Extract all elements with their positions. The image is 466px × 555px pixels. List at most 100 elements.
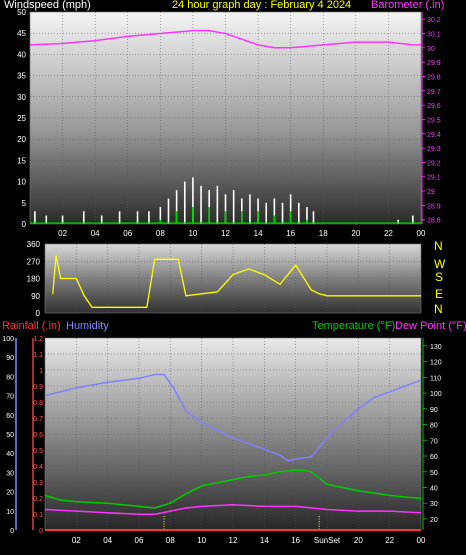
temp-x-tick: 02: [72, 536, 81, 545]
temp-x-tick: 08: [166, 536, 175, 545]
temp-x-tick: 22: [385, 536, 394, 545]
wind-x-tick: 08: [156, 229, 165, 238]
baro-y-tick: 29.7: [427, 89, 441, 96]
rain-y-tick: 0.9: [33, 384, 43, 391]
humidity-y-tick: 100: [2, 336, 14, 343]
wind-y-tick: 20: [17, 135, 26, 144]
temp-y-tick: 120: [430, 360, 442, 367]
rain-y-tick: 0.6: [33, 432, 43, 439]
temp-y-tick: 60: [430, 454, 438, 461]
direction-label-n-bottom: N: [434, 302, 443, 316]
direction-panel-bg: [44, 243, 422, 314]
wind-y-tick: 40: [17, 50, 26, 59]
baro-y-tick: 29.8: [427, 74, 441, 81]
temp-y-tick: 20: [430, 517, 438, 524]
humidity-y-tick: 80: [6, 374, 14, 381]
wind-x-tick: 12: [221, 229, 230, 238]
humidity-axis-title: Humidity: [66, 320, 109, 332]
rain-y-tick: 0.1: [33, 512, 43, 519]
temp-x-tick: 10: [197, 536, 206, 545]
temperature-axis-title: Temperature (°F): [312, 320, 396, 332]
baro-y-tick: 29.5: [427, 117, 441, 124]
wind-y-tick: 50: [17, 8, 26, 17]
rainfall-axis-title: Rainfall (.in): [2, 320, 61, 332]
humidity-y-tick: 40: [6, 451, 14, 458]
wind-y-tick: 30: [17, 93, 26, 102]
temp-x-tick: 20: [354, 536, 363, 545]
baro-y-tick: 29.1: [427, 175, 441, 182]
rain-y-tick: 0.8: [33, 400, 43, 407]
baro-y-tick: 29.2: [427, 160, 441, 167]
dewpoint-line: [44, 504, 422, 516]
direction-label-w: W: [434, 257, 446, 271]
temp-y-tick: 40: [430, 486, 438, 493]
temp-x-tick: 00: [417, 536, 426, 545]
humidity-y-tick: 70: [6, 394, 14, 401]
wind-y-tick: 35: [17, 72, 26, 81]
barometer-axis-title: Barometer (.in): [371, 0, 445, 11]
baro-y-tick: 28.9: [427, 203, 441, 210]
wind-y-tick: 5: [22, 199, 27, 208]
temp-y-tick: 50: [430, 470, 438, 477]
humidity-y-tick: 0: [10, 528, 14, 535]
direction-y-tick: 90: [31, 292, 40, 301]
chart-title: 24 hour graph day : February 4 2024: [172, 0, 352, 11]
temp-y-tick: 90: [430, 407, 438, 414]
humidity-y-tick: 50: [6, 432, 14, 439]
baro-y-tick: 29.9: [427, 60, 441, 67]
wind-x-tick: 22: [384, 229, 393, 238]
baro-y-tick: 30: [427, 46, 435, 53]
direction-y-tick: 270: [27, 257, 41, 266]
temp-x-tick: 12: [229, 536, 238, 545]
temp-x-tick: 04: [103, 536, 112, 545]
wind-x-tick: 06: [123, 229, 132, 238]
wind-x-tick: 02: [58, 229, 67, 238]
wind-y-tick: 10: [17, 178, 26, 187]
rain-y-tick: 0.4: [33, 464, 43, 471]
humidity-line: [44, 373, 422, 462]
direction-y-tick: 0: [36, 309, 41, 318]
temp-y-tick: 80: [430, 423, 438, 430]
humidity-y-tick: 20: [6, 490, 14, 497]
rain-y-tick: 1: [39, 368, 43, 375]
temp-x-tick: 16: [291, 536, 300, 545]
humidity-y-tick: 60: [6, 413, 14, 420]
temp-y-tick: 100: [430, 391, 442, 398]
wind-x-tick: 10: [188, 229, 197, 238]
temp-x-tick: SunSet: [314, 536, 341, 545]
temp-y-tick: 130: [430, 344, 442, 351]
wind-x-tick: 16: [286, 229, 295, 238]
dewpoint-axis-title: Dew Point (°F): [395, 320, 466, 332]
humidity-y-tick: 90: [6, 355, 14, 362]
temp-x-tick: 14: [260, 536, 269, 545]
wind-x-tick: 04: [91, 229, 100, 238]
wind-x-tick: 20: [351, 229, 360, 238]
wind-y-tick: 15: [17, 156, 26, 165]
rain-y-tick: 0.3: [33, 480, 43, 487]
direction-y-tick: 360: [27, 240, 41, 249]
rain-y-tick: 1.2: [33, 336, 43, 343]
temp-x-tick: 06: [135, 536, 144, 545]
direction-label-e: E: [435, 287, 444, 301]
wind-x-tick: 18: [319, 229, 328, 238]
wind-y-tick: 0: [22, 220, 27, 229]
baro-y-tick: 29.3: [427, 146, 441, 153]
baro-y-tick: 29.4: [427, 132, 441, 139]
baro-y-tick: 30.2: [427, 17, 441, 24]
baro-y-tick: 29: [427, 189, 435, 196]
temperature-line: [44, 469, 422, 509]
temp-y-tick: 30: [430, 501, 438, 508]
wind-axis-title: Windspeed (mph): [4, 0, 91, 11]
baro-y-tick: 30.1: [427, 31, 441, 38]
baro-y-tick: 28.8: [427, 218, 441, 225]
wind-y-tick: 45: [17, 29, 26, 38]
direction-label-n-top: N: [434, 239, 443, 253]
barometer-line: [29, 29, 421, 49]
rain-y-tick: 0.2: [33, 496, 43, 503]
wind-x-tick: 14: [254, 229, 263, 238]
direction-line: [52, 255, 421, 308]
rain-y-tick: 0: [39, 528, 43, 535]
temp-y-tick: 110: [430, 375, 441, 382]
